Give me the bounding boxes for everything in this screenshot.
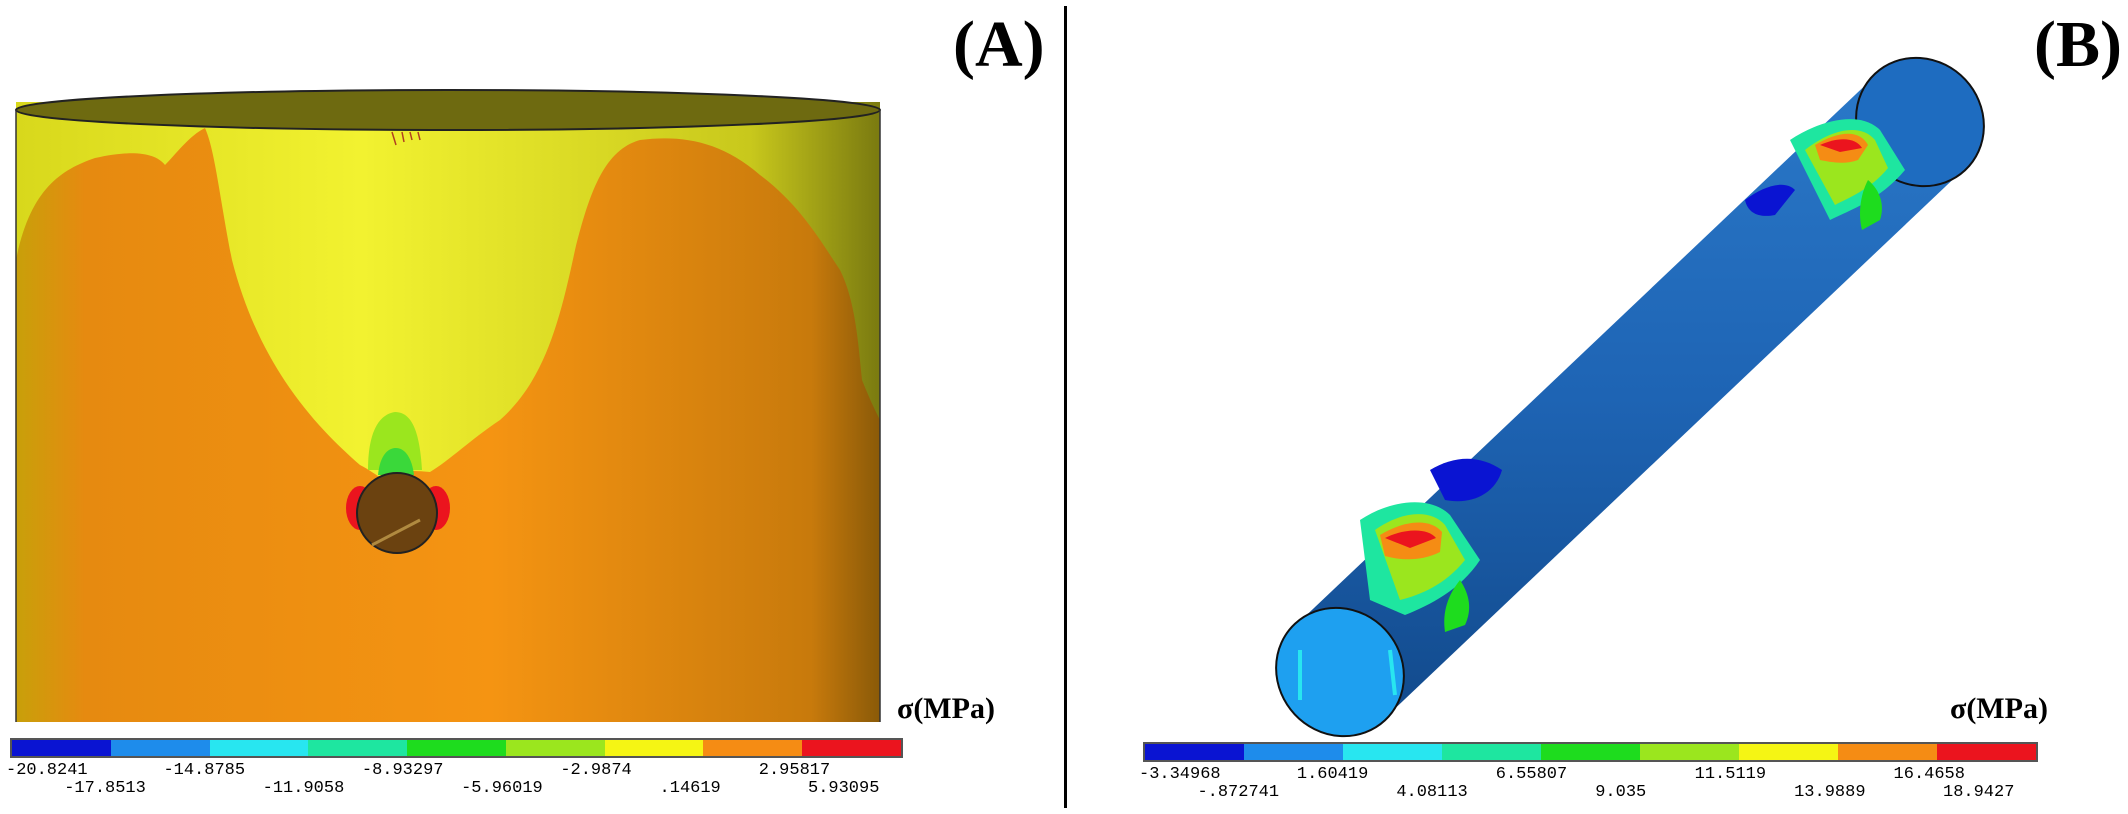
scale-swatch bbox=[1145, 744, 1244, 760]
scale-tick-label: -17.8513 bbox=[64, 779, 146, 798]
unit-label-a: σ(MPa) bbox=[897, 692, 995, 725]
scale-swatch bbox=[407, 740, 506, 756]
stress-band-top bbox=[1745, 119, 1905, 230]
top-scratch bbox=[391, 131, 421, 146]
cylinder-orange-region bbox=[16, 128, 880, 722]
scale-swatch bbox=[1838, 744, 1937, 760]
color-scale-bar-a bbox=[10, 738, 903, 758]
scale-swatch bbox=[1244, 744, 1343, 760]
scale-swatch bbox=[1640, 744, 1739, 760]
scale-tick-label: 11.5119 bbox=[1694, 765, 1767, 784]
scale-swatch bbox=[1937, 744, 2036, 760]
scale-tick-label: -14.8785 bbox=[163, 761, 246, 780]
scale-tick-label: 5.93095 bbox=[808, 779, 880, 798]
scale-swatch bbox=[110, 740, 210, 756]
rod-model-b bbox=[1275, 56, 1985, 738]
unit-label-b: σ(MPa) bbox=[1950, 692, 2048, 725]
scale-tick-label: 6.55807 bbox=[1495, 765, 1568, 784]
scale-tick-label: -8.93297 bbox=[361, 761, 444, 780]
scale-tick-label: 4.08113 bbox=[1396, 783, 1468, 802]
scale-tick-label: 1.60419 bbox=[1296, 765, 1369, 784]
scale-tick-label: -5.96019 bbox=[461, 779, 543, 798]
scale-swatch bbox=[604, 740, 704, 756]
scale-tick-label: .14619 bbox=[659, 779, 721, 798]
color-scale-bar-b bbox=[1143, 742, 2038, 762]
green-stress-zone bbox=[368, 412, 422, 470]
scale-tick-label: -2.9874 bbox=[560, 761, 632, 780]
scale-swatch bbox=[209, 740, 309, 756]
scale-tick-label: 16.4658 bbox=[1893, 765, 1965, 784]
near-end-highlight bbox=[1298, 649, 1397, 700]
scale-swatch bbox=[802, 740, 902, 756]
cylinder-model-a bbox=[15, 89, 881, 722]
cylinder-top-face bbox=[15, 89, 881, 131]
scale-tick-label: -.872741 bbox=[1197, 783, 1280, 802]
scale-tick-label: 18.9427 bbox=[1943, 783, 2015, 802]
scale-tick-label: 9.035 bbox=[1595, 783, 1647, 802]
stress-band-bottom bbox=[1360, 458, 1502, 632]
scale-swatch bbox=[1343, 744, 1442, 760]
scale-tick-label: -11.9058 bbox=[262, 779, 345, 798]
scale-swatch bbox=[1739, 744, 1838, 760]
panel-divider bbox=[1064, 6, 1067, 808]
scale-swatch bbox=[1541, 744, 1640, 760]
rod-near-end bbox=[1275, 606, 1405, 738]
scale-swatch bbox=[12, 740, 111, 756]
hole-highlight bbox=[371, 518, 421, 547]
scale-swatch bbox=[308, 740, 408, 756]
scale-swatch bbox=[703, 740, 803, 756]
panel-label-a: (A) bbox=[953, 8, 1045, 81]
cylinder-hole bbox=[356, 472, 438, 554]
green-inner-zone bbox=[378, 448, 414, 475]
scale-tick-label: -20.8241 bbox=[6, 761, 88, 780]
scale-tick-label: -3.34968 bbox=[1139, 765, 1221, 784]
scale-swatch bbox=[505, 740, 605, 756]
scale-tick-label: 13.9889 bbox=[1794, 783, 1866, 802]
panel-label-b: (B) bbox=[2034, 8, 2122, 81]
scale-tick-label: 2.95817 bbox=[758, 761, 831, 780]
scale-swatch bbox=[1442, 744, 1541, 760]
